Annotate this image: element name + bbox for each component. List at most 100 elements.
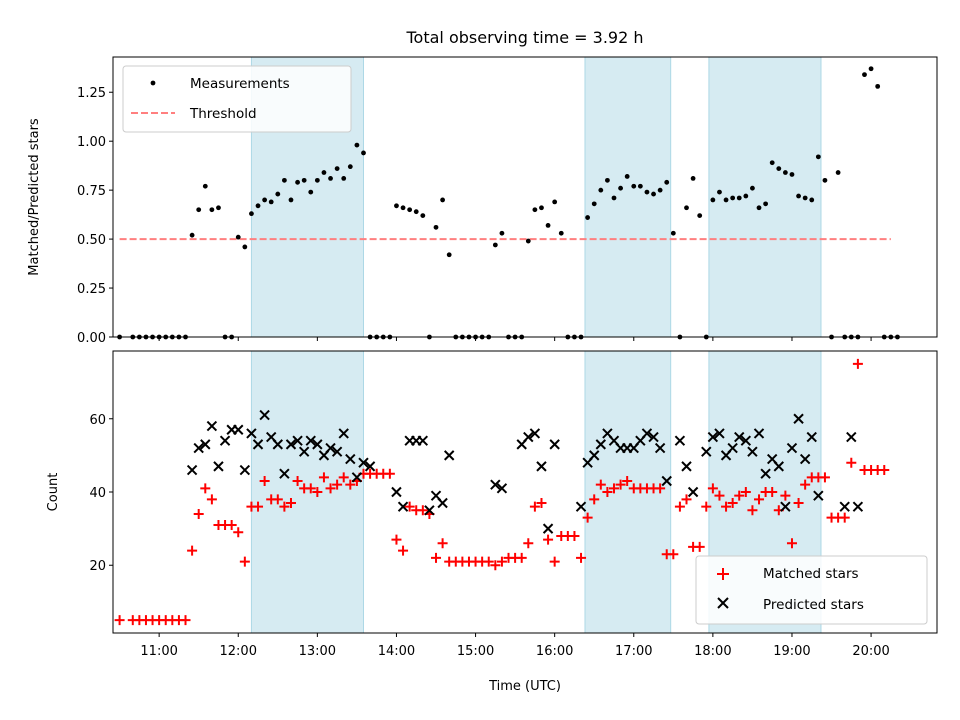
measurement-point-42 bbox=[394, 203, 399, 209]
matched-star-marker-88 bbox=[694, 541, 705, 552]
matched-star-marker-26 bbox=[285, 497, 296, 508]
bottom-legend-box bbox=[695, 555, 928, 625]
measurement-point-115 bbox=[875, 83, 881, 89]
count-points bbox=[114, 358, 890, 626]
top-y-tick-label-1: 0.00 bbox=[77, 331, 106, 346]
measurement-point-114 bbox=[868, 66, 874, 72]
predicted-star-marker-25 bbox=[345, 453, 356, 465]
predicted-star-marker-5 bbox=[213, 461, 224, 472]
matched-star-marker-57 bbox=[490, 560, 501, 571]
legend-predicted-marker bbox=[717, 597, 729, 609]
matched-star-marker-99 bbox=[767, 487, 778, 497]
measurement-point-12 bbox=[196, 207, 202, 213]
measurement-point-105 bbox=[809, 197, 815, 203]
matched-star-marker-31 bbox=[318, 472, 329, 483]
predicted-star-marker-43 bbox=[536, 461, 547, 472]
predicted-star-marker-41 bbox=[523, 431, 534, 443]
predicted-star-marker-42 bbox=[529, 428, 541, 439]
top-y-tick-label-3: 0.50 bbox=[77, 233, 106, 248]
matched-star-marker-74 bbox=[602, 487, 613, 497]
predicted-star-marker-63 bbox=[701, 446, 712, 457]
matched-star-marker-14 bbox=[206, 494, 217, 505]
matched-star-marker-77 bbox=[622, 476, 633, 487]
matched-star-marker-61 bbox=[516, 552, 527, 563]
matched-star-marker-97 bbox=[754, 494, 765, 505]
matched-star-marker-107 bbox=[819, 472, 830, 483]
predicted-star-marker-18 bbox=[298, 446, 310, 457]
matched-star-marker-1 bbox=[114, 615, 125, 626]
legend-threshold-label: Threshold bbox=[189, 106, 257, 122]
matched-star-marker-95 bbox=[740, 487, 751, 497]
measurement-point-18 bbox=[235, 234, 241, 240]
measurement-point-75 bbox=[611, 195, 617, 201]
measurement-point-80 bbox=[644, 189, 650, 195]
predicted-star-marker-59 bbox=[661, 475, 672, 487]
predicted-star-marker-68 bbox=[734, 431, 745, 443]
predicted-star-marker-60 bbox=[674, 435, 686, 446]
matched-star-marker-46 bbox=[417, 505, 428, 516]
measurement-point-76 bbox=[618, 185, 623, 191]
measurement-point-21 bbox=[255, 203, 261, 209]
predicted-star-marker-56 bbox=[641, 428, 653, 439]
measurement-point-74 bbox=[605, 177, 610, 183]
matched-star-marker-13 bbox=[200, 483, 211, 494]
measurement-point-27 bbox=[295, 179, 300, 185]
matched-star-marker-41 bbox=[384, 468, 395, 479]
measurement-point-66 bbox=[552, 199, 558, 205]
measurement-point-102 bbox=[789, 172, 795, 177]
matched-star-marker-71 bbox=[582, 512, 593, 523]
matched-star-marker-90 bbox=[707, 483, 718, 494]
matched-star-marker-86 bbox=[681, 494, 692, 505]
measurement-point-64 bbox=[539, 205, 544, 211]
predicted-star-marker-48 bbox=[589, 450, 600, 461]
measurement-point-22 bbox=[262, 197, 268, 203]
bottom-y-axis-label: Count bbox=[46, 473, 61, 512]
matched-star-marker-35 bbox=[345, 479, 356, 490]
predicted-star-marker-70 bbox=[747, 446, 758, 457]
matched-star-marker-30 bbox=[312, 487, 323, 497]
predicted-star-marker-46 bbox=[575, 501, 587, 512]
x-tick-label-9: 19:00 bbox=[773, 644, 810, 659]
matched-star-marker-18 bbox=[233, 527, 244, 538]
matched-star-marker-24 bbox=[272, 494, 283, 505]
bottom-shaded-interval-2 bbox=[584, 350, 672, 634]
measurement-point-92 bbox=[723, 197, 729, 203]
predicted-star-marker-3 bbox=[200, 439, 211, 450]
measurement-point-28 bbox=[301, 177, 307, 183]
top-y-tick-label-4: 0.75 bbox=[77, 184, 106, 199]
matched-star-marker-17 bbox=[226, 519, 237, 530]
legend-matched-label: Matched stars bbox=[763, 566, 859, 582]
top-y-tick-label-6: 1.25 bbox=[77, 86, 106, 101]
predicted-star-marker-83 bbox=[852, 501, 864, 512]
x-tick-label-1: 11:00 bbox=[140, 644, 177, 659]
measurement-point-62 bbox=[525, 238, 531, 244]
predicted-star-marker-1 bbox=[186, 464, 198, 476]
top-shaded-interval-2 bbox=[584, 56, 672, 338]
top-x-ticks bbox=[158, 337, 872, 341]
matched-star-marker-93 bbox=[727, 497, 738, 508]
measurement-point-36 bbox=[354, 142, 360, 148]
bottom-y-ticks: 20 40 60 bbox=[89, 413, 113, 574]
predicted-star-marker-75 bbox=[780, 501, 791, 512]
measurement-point-26 bbox=[288, 197, 294, 203]
measurement-point-98 bbox=[763, 201, 769, 207]
matched-star-marker-94 bbox=[734, 490, 745, 501]
matched-star-marker-33 bbox=[332, 479, 343, 490]
matched-star-marker-73 bbox=[595, 479, 606, 490]
measurement-point-25 bbox=[281, 177, 287, 183]
measurement-point-11 bbox=[189, 232, 195, 238]
matched-star-marker-64 bbox=[536, 497, 547, 508]
predicted-star-marker-61 bbox=[681, 461, 692, 472]
measurement-point-97 bbox=[756, 205, 762, 211]
top-legend: Measurements Threshold bbox=[122, 65, 352, 133]
measurement-point-103 bbox=[796, 193, 801, 199]
predicted-star-marker-62 bbox=[687, 486, 699, 498]
top-chart-title: Total observing time = 3.92 h bbox=[405, 28, 643, 47]
predicted-star-marker-45 bbox=[549, 439, 560, 450]
matched-star-marker-69 bbox=[569, 530, 580, 541]
bottom-shaded-interval-1 bbox=[250, 350, 364, 634]
measurement-point-83 bbox=[664, 179, 670, 185]
measurement-point-63 bbox=[532, 207, 538, 213]
predicted-star-marker-4 bbox=[206, 420, 218, 432]
